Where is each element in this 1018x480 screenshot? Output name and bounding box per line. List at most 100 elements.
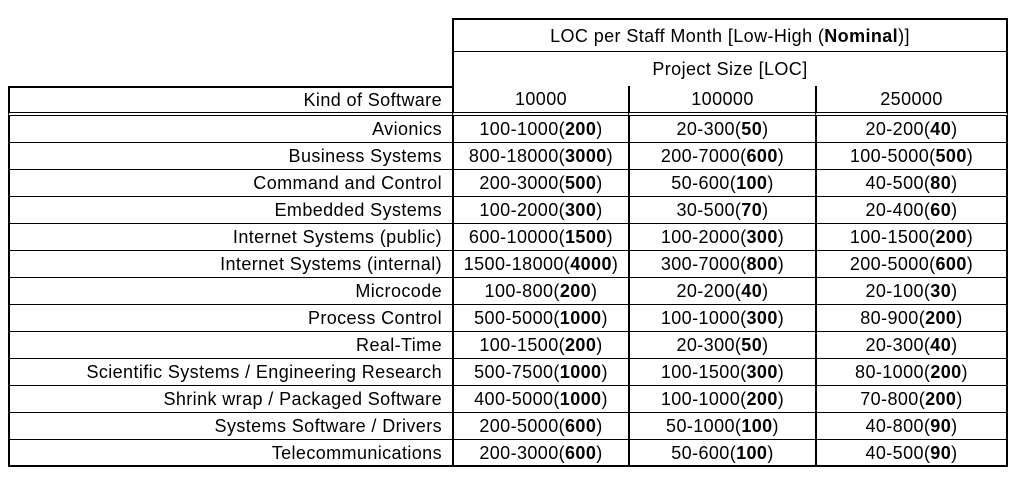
- loc-cell-size-250000: 20-400(60): [815, 197, 1008, 224]
- loc-cell-size-250000: 20-100(30): [815, 278, 1008, 305]
- loc-close-paren: ): [591, 281, 598, 301]
- loc-cell-size-100000: 200-7000(600): [628, 143, 815, 170]
- loc-nominal-value: 70: [741, 200, 763, 220]
- loc-range-low-high: 100-1000(: [479, 119, 566, 139]
- loc-range-low-high: 30-500(: [676, 200, 742, 220]
- software-kind-text: Internet Systems (public): [232, 227, 442, 247]
- software-kind-row-label: Embedded Systems: [8, 197, 452, 224]
- loc-cell-size-10000: 100-2000(300): [452, 197, 628, 224]
- loc-close-paren: ): [596, 173, 603, 193]
- loc-cell-size-250000: 40-500(80): [815, 170, 1008, 197]
- software-kind-text: Avionics: [372, 119, 442, 139]
- loc-nominal-value: 200: [925, 308, 957, 328]
- software-kind-text: Telecommunications: [271, 442, 442, 463]
- loc-range-low-high: 800-18000(: [468, 146, 565, 166]
- loc-cell-size-10000: 800-18000(3000): [452, 143, 628, 170]
- loc-nominal-value: 200: [559, 281, 592, 301]
- loc-close-paren: ): [966, 254, 974, 274]
- loc-nominal-value: 80: [930, 173, 952, 193]
- loc-cell-size-250000: 40-500(90): [815, 440, 1008, 467]
- loc-nominal-value: 40: [741, 281, 763, 301]
- loc-nominal-value: 50: [741, 119, 763, 139]
- loc-cell-size-250000: 100-5000(500): [815, 143, 1008, 170]
- loc-cell-size-100000: 20-300(50): [628, 332, 815, 359]
- loc-close-paren: ): [777, 227, 785, 247]
- loc-cell-size-250000: 20-300(40): [815, 332, 1008, 359]
- loc-cell-size-10000: 100-1000(200): [452, 116, 628, 143]
- software-kind-text: Command and Control: [253, 173, 442, 193]
- loc-nominal-value: 300: [746, 308, 778, 328]
- loc-close-paren: ): [777, 254, 785, 274]
- table-title-prefix: LOC per Staff Month [Low-High (: [550, 25, 825, 46]
- software-kind-row-label: Scientific Systems / Engineering Researc…: [8, 359, 452, 386]
- loc-range-low-high: 100-1500(: [479, 335, 566, 355]
- software-kind-text: Business Systems: [288, 146, 442, 166]
- loc-nominal-value: 1000: [559, 362, 602, 382]
- loc-nominal-value: 600: [565, 442, 597, 463]
- loc-cell-size-250000: 80-1000(200): [815, 359, 1008, 386]
- software-kind-row-label: Avionics: [8, 116, 452, 143]
- loc-close-paren: ): [956, 308, 963, 328]
- loc-range-low-high: 200-5000(: [849, 254, 936, 274]
- loc-nominal-value: 800: [746, 254, 778, 274]
- software-kind-text: Real-Time: [356, 335, 442, 355]
- loc-range-low-high: 40-800(: [865, 416, 931, 436]
- loc-cell-size-250000: 100-1500(200): [815, 224, 1008, 251]
- loc-close-paren: ): [762, 281, 769, 301]
- loc-range-low-high: 40-500(: [865, 173, 931, 193]
- loc-cell-size-100000: 100-1000(300): [628, 305, 815, 332]
- loc-range-low-high: 40-500(: [865, 442, 931, 463]
- loc-range-low-high: 100-5000(: [849, 146, 936, 166]
- loc-cell-size-10000: 500-7500(1000): [452, 359, 628, 386]
- loc-range-low-high: 100-800(: [484, 281, 560, 301]
- loc-cell-size-10000: 200-3000(500): [452, 170, 628, 197]
- loc-cell-size-250000: 40-800(90): [815, 413, 1008, 440]
- software-kind-row-label: Systems Software / Drivers: [8, 413, 452, 440]
- loc-range-low-high: 80-900(: [860, 308, 926, 328]
- loc-cell-size-10000: 400-5000(1000): [452, 386, 628, 413]
- loc-close-paren: ): [596, 200, 603, 220]
- loc-close-paren: ): [762, 119, 769, 139]
- loc-close-paren: ): [767, 442, 774, 463]
- loc-cell-size-10000: 1500-18000(4000): [452, 251, 628, 278]
- loc-close-paren: ): [951, 335, 958, 355]
- software-kind-row-label: Real-Time: [8, 332, 452, 359]
- software-kind-text: Scientific Systems / Engineering Researc…: [86, 362, 442, 382]
- loc-range-low-high: 500-7500(: [474, 362, 560, 382]
- loc-close-paren: ): [596, 119, 603, 139]
- loc-close-paren: ): [772, 416, 779, 436]
- loc-nominal-value: 600: [935, 254, 967, 274]
- loc-range-low-high: 200-3000(: [479, 173, 566, 193]
- loc-close-paren: ): [777, 146, 785, 166]
- size-column-header-10000: 10000: [452, 86, 628, 116]
- loc-nominal-value: 1000: [559, 308, 602, 328]
- loc-nominal-value: 90: [930, 442, 952, 463]
- project-size-header: Project Size [LOC]: [452, 52, 1008, 86]
- loc-nominal-value: 200: [565, 119, 597, 139]
- software-kind-row-label: Business Systems: [8, 143, 452, 170]
- software-kind-text: Process Control: [307, 308, 442, 328]
- loc-close-paren: ): [777, 308, 785, 328]
- loc-close-paren: ): [966, 227, 974, 247]
- loc-cell-size-250000: 70-800(200): [815, 386, 1008, 413]
- software-kind-row-label: Internet Systems (public): [8, 224, 452, 251]
- loc-range-low-high: 50-600(: [671, 442, 737, 463]
- loc-range-low-high: 200-7000(: [660, 146, 747, 166]
- loc-close-paren: ): [951, 442, 958, 463]
- loc-nominal-value: 50: [741, 335, 763, 355]
- loc-cell-size-10000: 200-5000(600): [452, 413, 628, 440]
- loc-close-paren: ): [777, 362, 785, 382]
- loc-range-low-high: 100-1000(: [660, 308, 747, 328]
- size-column-header-250000: 250000: [815, 86, 1008, 116]
- loc-nominal-value: 200: [565, 335, 597, 355]
- loc-cell-size-100000: 50-1000(100): [628, 413, 815, 440]
- software-kind-text: Microcode: [355, 281, 442, 301]
- loc-cell-size-100000: 100-2000(300): [628, 224, 815, 251]
- loc-range-low-high: 100-1500(: [660, 362, 747, 382]
- loc-range-low-high: 20-200(: [676, 281, 742, 301]
- loc-cell-size-100000: 300-7000(800): [628, 251, 815, 278]
- loc-cell-size-10000: 100-800(200): [452, 278, 628, 305]
- loc-close-paren: ): [951, 416, 958, 436]
- software-kind-row-label: Shrink wrap / Packaged Software: [8, 386, 452, 413]
- loc-nominal-value: 3000: [565, 146, 607, 166]
